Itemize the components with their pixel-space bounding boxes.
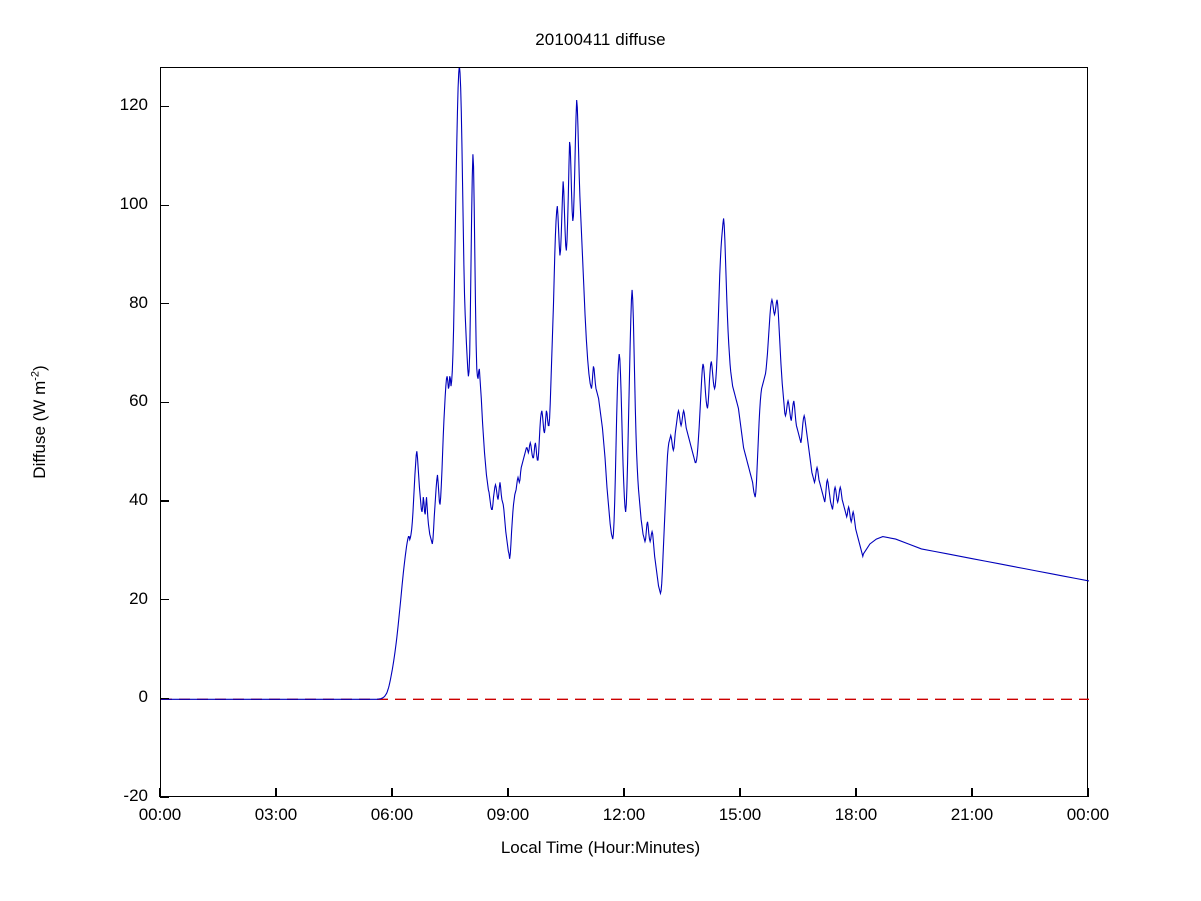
x-tick-label: 21:00 (950, 805, 994, 824)
x-tick-label: 18:00 (834, 805, 878, 824)
x-tick-label: 15:00 (718, 805, 762, 824)
x-tick-label: 09:00 (486, 805, 530, 824)
x-tick-label: 12:00 (602, 805, 646, 824)
y-tick-mark (160, 204, 169, 206)
y-axis-label-wrapper: Diffuse (W m-2) (29, 102, 54, 742)
x-tick-mark (739, 788, 741, 797)
y-tick-mark (160, 303, 169, 305)
x-tick-label: 06:00 (370, 805, 414, 824)
x-tick-mark (1087, 788, 1089, 797)
y-tick-mark (160, 401, 169, 403)
y-axis-label-text: Diffuse (W m (30, 380, 49, 479)
x-tick-mark (507, 788, 509, 797)
y-axis-label-exponent: -2 (29, 370, 42, 381)
plot-area (160, 67, 1089, 797)
y-tick-label: -20 (123, 786, 148, 805)
diffuse-series-line (161, 68, 1089, 700)
x-tick-label: 03:00 (254, 805, 298, 824)
y-tick-label: 40 (129, 490, 148, 510)
y-tick-label: 0 (138, 687, 148, 707)
y-tick-mark (160, 599, 169, 601)
y-tick-mark (160, 796, 169, 798)
x-tick-label: 00:00 (138, 805, 182, 824)
y-tick-mark (160, 500, 169, 502)
y-tick-label: 60 (129, 391, 148, 411)
y-tick-label: 120 (119, 95, 148, 115)
x-tick-mark (159, 788, 161, 797)
x-tick-mark (275, 788, 277, 797)
y-tick-label: 80 (129, 292, 148, 312)
x-tick-mark (971, 788, 973, 797)
y-tick-label: 20 (129, 588, 148, 608)
x-tick-label: 00:00 (1066, 805, 1110, 824)
x-tick-mark (623, 788, 625, 797)
plot-svg (161, 68, 1089, 701)
y-tick-mark (160, 105, 169, 108)
page-title: 20100411 diffuse (535, 30, 666, 49)
y-tick-mark (160, 697, 169, 699)
x-tick-mark (391, 788, 393, 797)
x-axis-label: Local Time (Hour:Minutes) (500, 838, 701, 857)
y-tick-label: 100 (119, 194, 148, 214)
x-tick-mark (855, 788, 857, 797)
y-axis-label: Diffuse (W m-2) (29, 102, 50, 742)
y-axis-label-tail: ) (30, 365, 49, 371)
